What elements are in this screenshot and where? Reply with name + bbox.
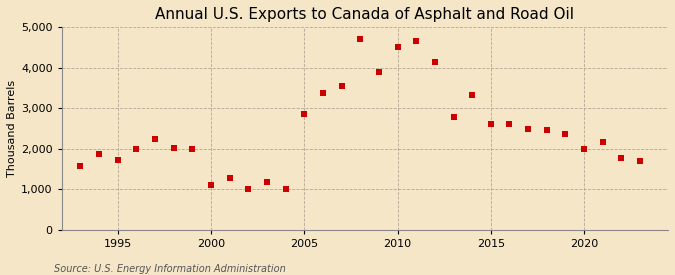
- Point: [280, 187, 291, 191]
- Title: Annual U.S. Exports to Canada of Asphalt and Road Oil: Annual U.S. Exports to Canada of Asphalt…: [155, 7, 574, 22]
- Point: [411, 39, 422, 43]
- Point: [485, 122, 496, 126]
- Point: [578, 147, 589, 151]
- Point: [373, 70, 384, 74]
- Point: [541, 128, 552, 132]
- Y-axis label: Thousand Barrels: Thousand Barrels: [7, 80, 17, 177]
- Point: [504, 122, 515, 127]
- Point: [597, 140, 608, 144]
- Point: [150, 137, 161, 142]
- Point: [224, 175, 235, 180]
- Point: [355, 36, 366, 41]
- Point: [616, 156, 627, 161]
- Point: [112, 158, 123, 162]
- Point: [429, 60, 440, 64]
- Point: [448, 115, 459, 119]
- Point: [168, 146, 179, 151]
- Point: [634, 159, 645, 164]
- Point: [75, 164, 86, 168]
- Point: [243, 187, 254, 191]
- Point: [262, 180, 273, 184]
- Point: [467, 92, 478, 97]
- Point: [392, 45, 403, 49]
- Point: [560, 132, 571, 136]
- Point: [522, 126, 533, 131]
- Point: [131, 147, 142, 151]
- Point: [299, 111, 310, 116]
- Point: [336, 84, 347, 89]
- Point: [94, 152, 105, 156]
- Point: [317, 91, 328, 95]
- Point: [187, 147, 198, 151]
- Point: [206, 183, 217, 188]
- Text: Source: U.S. Energy Information Administration: Source: U.S. Energy Information Administ…: [54, 264, 286, 274]
